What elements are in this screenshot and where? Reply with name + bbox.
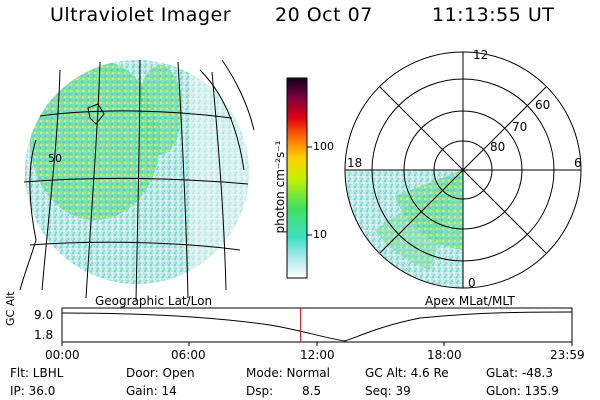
- mlat-label-80: 80: [490, 140, 506, 154]
- observation-date: 20 Oct 07: [275, 4, 373, 26]
- colorbar-tick-10: 10: [313, 228, 327, 241]
- instrument-title: Ultraviolet Imager: [50, 4, 232, 26]
- timeline-xtick-1800: 18:00: [427, 348, 462, 362]
- status-gain: Gain: 14: [126, 384, 177, 398]
- status-gc-alt: GC Alt: 4.6 Re: [365, 366, 449, 380]
- geo-grid-label: 50: [48, 152, 62, 165]
- polar-panel-label: Apex MLat/MLT: [425, 294, 515, 308]
- timeline-ylabel: GC Alt: [4, 291, 17, 326]
- status-glat: GLat: -48.3: [486, 366, 553, 380]
- status-dsp-value: 8.5: [302, 384, 322, 398]
- mlt-label-6: 6: [574, 156, 582, 170]
- status-seq: Seq: 39: [365, 384, 411, 398]
- mlt-label-18: 18: [347, 156, 363, 170]
- timeline-xtick-0600: 06:00: [171, 348, 206, 362]
- mlat-label-70: 70: [512, 120, 528, 134]
- observation-time: 11:13:55 UT: [432, 4, 555, 26]
- status-door: Door: Open: [126, 366, 195, 380]
- status-glon: GLon: 135.9: [486, 384, 559, 398]
- status-dsp-label: Dsp:: [246, 384, 274, 398]
- timeline-xtick-2359: 23:59: [550, 348, 585, 362]
- mlt-label-12: 12: [473, 48, 489, 62]
- timeline-ytick-bottom: 1.8: [34, 328, 54, 342]
- mlat-label-60: 60: [535, 98, 551, 112]
- colorbar-tick-100: 100: [313, 140, 334, 153]
- geo-panel-label: Geographic Lat/Lon: [95, 294, 213, 308]
- status-mode: Mode: Normal: [246, 366, 330, 380]
- timeline-xtick-0000: 00:00: [45, 348, 80, 362]
- status-flt: Flt: LBHL: [10, 366, 64, 380]
- timeline-ytick-top: 9.0: [34, 308, 54, 322]
- timeline-xtick-1200: 12:00: [300, 348, 335, 362]
- mlt-label-0: 0: [468, 276, 476, 290]
- status-ip: IP: 36.0: [10, 384, 56, 398]
